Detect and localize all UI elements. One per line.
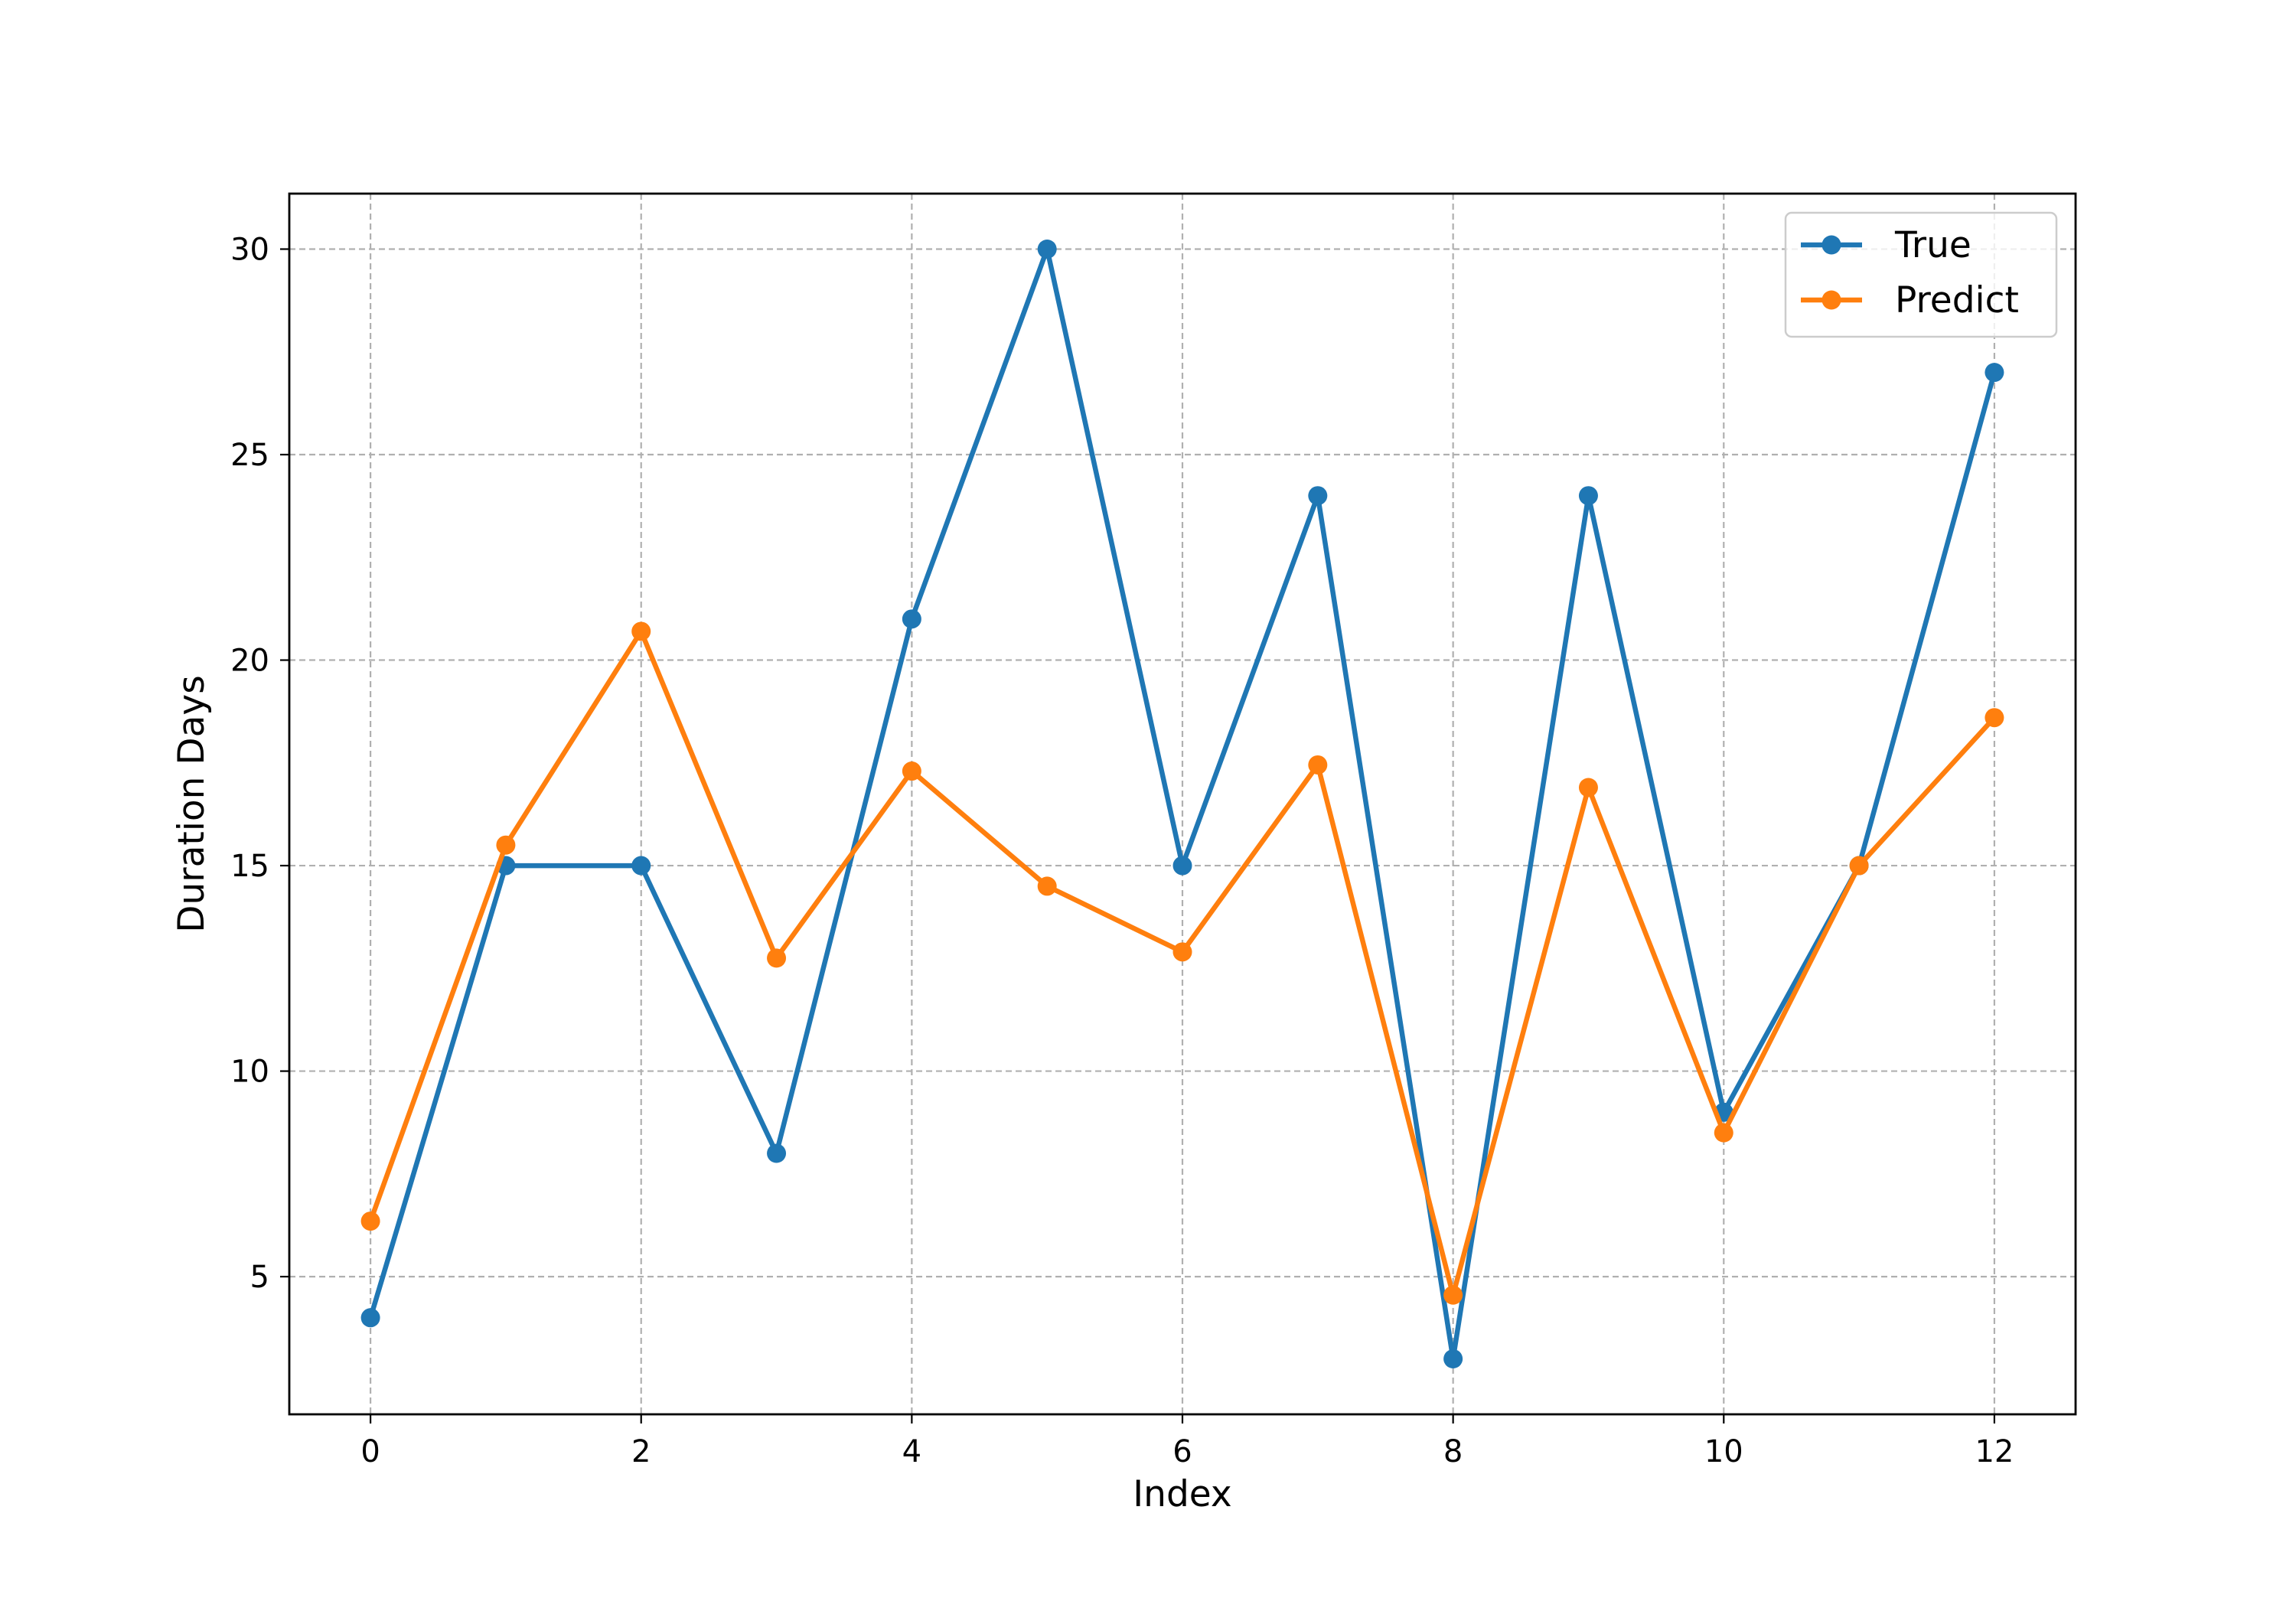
legend: True Predict: [1784, 211, 2058, 338]
series-predict: [360, 621, 2004, 1305]
data-point-predict: [1308, 755, 1328, 775]
data-point-true: [1037, 240, 1057, 259]
data-point-predict: [1714, 1123, 1733, 1143]
x-tick-label: 8: [1443, 1434, 1463, 1469]
axis-ticks: 0 2 4 6 8 10 12 5 10 15 20 25 30: [230, 233, 2014, 1470]
y-tick-label: 5: [250, 1260, 269, 1295]
data-point-predict: [767, 948, 787, 968]
x-tick-label: 2: [631, 1434, 651, 1469]
grid: [289, 194, 2076, 1414]
data-point-predict: [902, 761, 921, 781]
y-tick-label: 25: [230, 438, 269, 473]
data-point-predict: [631, 621, 651, 641]
data-point-predict: [360, 1212, 380, 1231]
data-point-true: [767, 1143, 787, 1163]
series-layer: [360, 240, 2004, 1368]
data-point-predict: [1985, 708, 2004, 728]
data-point-true: [1985, 363, 2004, 383]
y-axis-label: Duration Days: [171, 675, 213, 932]
data-point-predict: [496, 835, 516, 855]
y-tick-label: 30: [230, 233, 269, 268]
data-point-true: [360, 1308, 380, 1328]
legend-marker-predict: [1821, 290, 1841, 310]
x-tick-label: 6: [1172, 1434, 1192, 1469]
x-tick-label: 12: [1975, 1434, 2014, 1469]
data-point-predict: [1037, 876, 1057, 896]
series-true: [360, 240, 2004, 1368]
data-point-true: [1308, 486, 1328, 506]
x-tick-label: 0: [360, 1434, 380, 1469]
y-tick-label: 15: [230, 849, 269, 884]
legend-marker-true: [1821, 235, 1841, 255]
x-tick-label: 10: [1704, 1434, 1743, 1469]
legend-label-predict: Predict: [1895, 279, 2019, 321]
data-point-predict: [1172, 942, 1192, 962]
x-tick-label: 4: [902, 1434, 921, 1469]
data-point-predict: [1443, 1285, 1463, 1305]
data-point-true: [1172, 856, 1192, 876]
data-point-true: [1578, 486, 1598, 506]
data-point-true: [631, 856, 651, 876]
legend-label-true: True: [1894, 224, 1971, 266]
data-point-predict: [1849, 856, 1869, 876]
data-point-true: [1443, 1349, 1463, 1368]
y-tick-label: 20: [230, 644, 269, 679]
x-axis-label: Index: [1133, 1473, 1231, 1515]
data-point-true: [902, 609, 921, 629]
data-point-predict: [1578, 778, 1598, 797]
y-tick-label: 10: [230, 1055, 269, 1090]
